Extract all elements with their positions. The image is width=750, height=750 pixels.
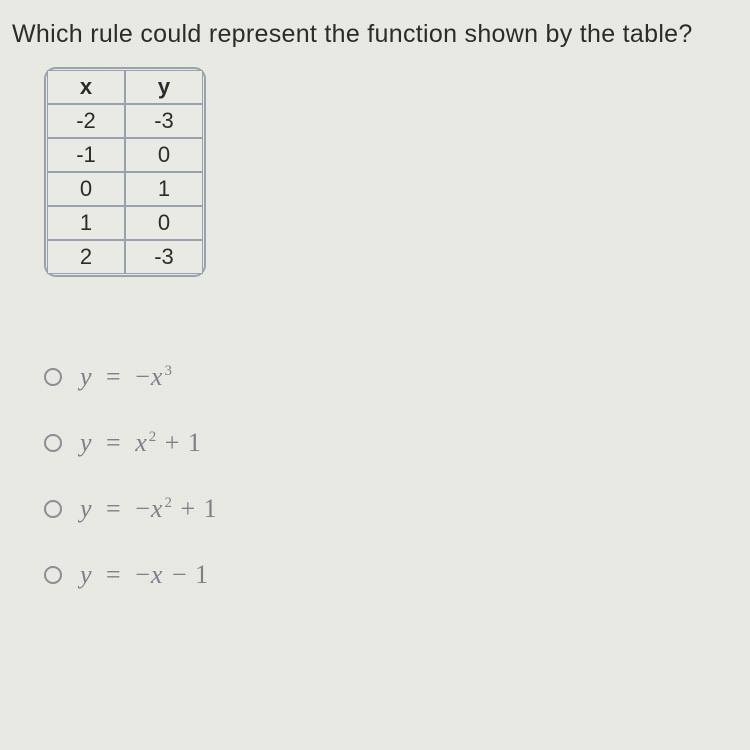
table-cell: 0 <box>125 138 203 172</box>
table-row: 0 1 <box>47 172 203 206</box>
table-row: -1 0 <box>47 138 203 172</box>
radio-icon[interactable] <box>44 434 62 452</box>
table-cell: -3 <box>125 104 203 138</box>
table-row: -2 -3 <box>47 104 203 138</box>
radio-icon[interactable] <box>44 368 62 386</box>
col-header-y: y <box>125 70 203 104</box>
table-cell: 0 <box>47 172 125 206</box>
data-table-wrapper: x y -2 -3 -1 0 0 1 1 0 2 -3 <box>44 67 206 277</box>
table-cell: 1 <box>47 206 125 240</box>
question-text: Which rule could represent the function … <box>12 20 738 49</box>
table-cell: -2 <box>47 104 125 138</box>
table-header-row: x y <box>47 70 203 104</box>
radio-icon[interactable] <box>44 500 62 518</box>
table-cell: 0 <box>125 206 203 240</box>
option-b[interactable]: y = x2 + 1 <box>44 428 738 458</box>
table-cell: -1 <box>47 138 125 172</box>
option-a[interactable]: y = −x3 <box>44 362 738 392</box>
table-row: 1 0 <box>47 206 203 240</box>
table-row: 2 -3 <box>47 240 203 274</box>
option-formula: y = −x2 + 1 <box>80 494 218 524</box>
options-list: y = −x3 y = x2 + 1 y = −x2 + 1 y <box>44 362 738 590</box>
option-c[interactable]: y = −x2 + 1 <box>44 494 738 524</box>
option-d[interactable]: y = −x − 1 <box>44 560 738 590</box>
radio-icon[interactable] <box>44 566 62 584</box>
table-cell: 1 <box>125 172 203 206</box>
option-formula: y = x2 + 1 <box>80 428 202 458</box>
table-cell: 2 <box>47 240 125 274</box>
table-cell: -3 <box>125 240 203 274</box>
option-formula: y = −x3 <box>80 362 173 392</box>
col-header-x: x <box>47 70 125 104</box>
data-table: x y -2 -3 -1 0 0 1 1 0 2 -3 <box>47 70 203 274</box>
option-formula: y = −x − 1 <box>80 560 209 590</box>
